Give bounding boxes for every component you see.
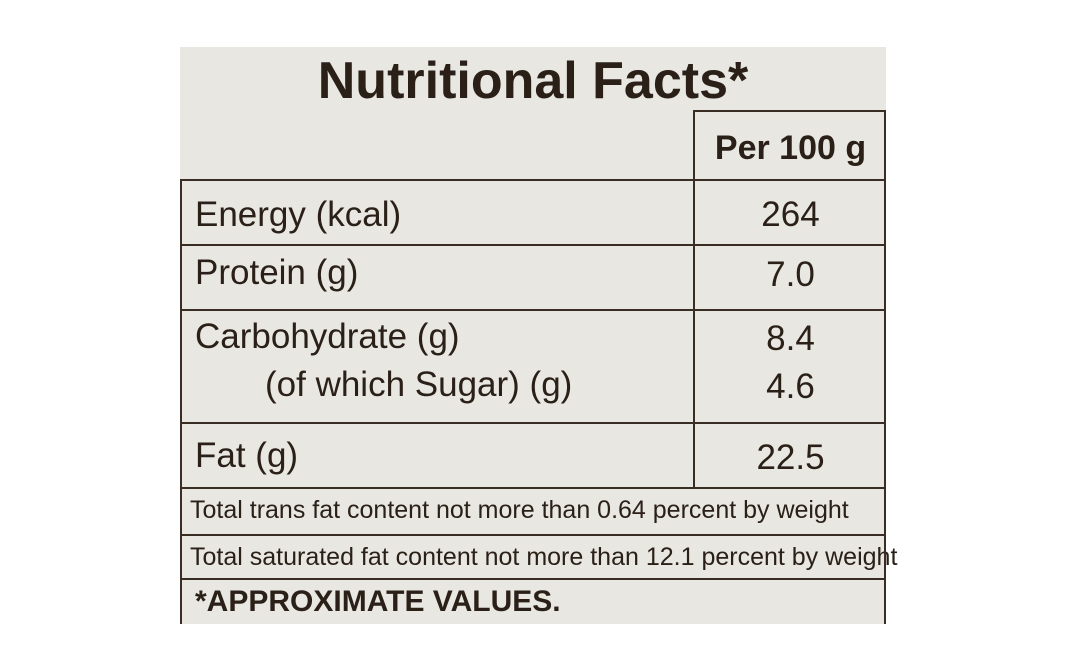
column-rule	[693, 110, 695, 488]
rule	[180, 578, 886, 580]
row-label: Protein (g)	[195, 253, 359, 292]
rule	[693, 110, 886, 112]
row-label: Fat (g)	[195, 436, 299, 475]
row-label: Energy (kcal)	[195, 195, 402, 234]
row-value: 22.5	[756, 438, 825, 477]
row-value: 7.0	[766, 255, 815, 294]
row-label: Carbohydrate (g)	[195, 317, 460, 356]
title: Nutritional Facts*	[317, 52, 749, 110]
row-value: 4.6	[766, 367, 815, 406]
row-value: 8.4	[766, 319, 815, 358]
rule	[180, 179, 886, 181]
border	[180, 179, 182, 624]
rule	[180, 534, 886, 536]
note: Total saturated fat content not more tha…	[190, 543, 898, 571]
rule	[180, 309, 886, 311]
rule	[180, 487, 886, 489]
rule	[180, 422, 886, 424]
row-value: 264	[761, 195, 820, 234]
rule	[180, 244, 886, 246]
note: Total trans fat content not more than 0.…	[190, 496, 849, 524]
column-header: Per 100 g	[714, 129, 867, 167]
nutrition-label: Nutritional Facts* Per 100 g Energy (kca…	[180, 47, 897, 624]
row-label: (of which Sugar) (g)	[265, 365, 573, 404]
border	[884, 110, 886, 624]
footer: *APPROXIMATE VALUES.	[195, 585, 561, 618]
